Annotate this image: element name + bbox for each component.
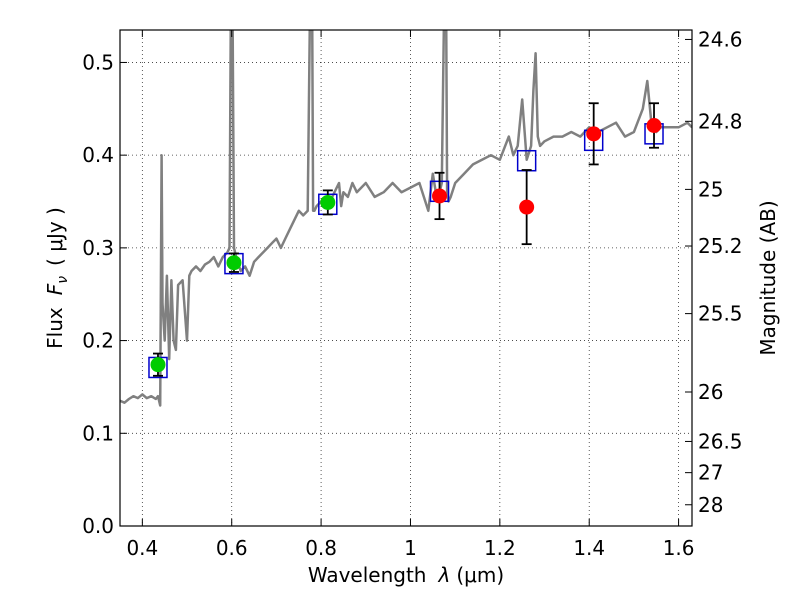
y-tick-label: 0.1 [82,421,114,445]
y-axis-title: FluxFν( μJy ) [43,207,71,349]
y2-tick-label: 28 [698,493,723,517]
y2-tick-label: 25 [698,177,723,201]
x-tick-label: 1.6 [663,536,695,560]
red-flux-point [519,199,535,215]
x-tick-label: 1 [404,536,417,560]
y-tick-label: 0.3 [82,236,114,260]
y-tick-label: 0.4 [82,143,114,167]
data-marks [148,102,664,379]
green-flux-point [226,255,242,271]
green-flux-point [320,194,336,210]
y2-tick-label: 25.2 [698,234,743,258]
y2-tick-label: 26 [698,380,723,404]
x-tick-label: 0.6 [216,536,248,560]
y2-tick-label: 25.5 [698,302,743,326]
y2-axis-title: Magnitude (AB) [756,200,780,355]
y2-axis-ticks: 24.6 24.8 25 25.2 25.5 26 26.5 27 28 [685,27,743,517]
y2-tick-label: 24.8 [698,109,743,133]
y2-tick-label: 27 [698,461,723,485]
red-flux-point [586,126,602,142]
y-tick-label: 0.5 [82,50,114,74]
red-flux-point [432,188,448,204]
x-tick-label: 1.4 [573,536,605,560]
y-axis-ticks: 0.0 0.1 0.2 0.3 0.4 0.5 [82,50,127,538]
x-tick-label: 0.4 [126,536,158,560]
red-flux-point [646,117,662,133]
green-flux-point [150,357,166,373]
y2-tick-label: 24.6 [698,27,743,51]
x-axis-title: Wavelength λ (μm) [308,563,504,587]
plot-frame [119,29,693,527]
y-tick-label: 0.0 [82,514,114,538]
x-tick-label: 0.8 [305,536,337,560]
x-tick-label: 1.2 [484,536,516,560]
x-axis-ticks: 0.4 0.6 0.8 1 1.2 1.4 1.6 [126,30,695,560]
y2-tick-label: 26.5 [698,429,743,453]
y-tick-label: 0.2 [82,329,114,353]
